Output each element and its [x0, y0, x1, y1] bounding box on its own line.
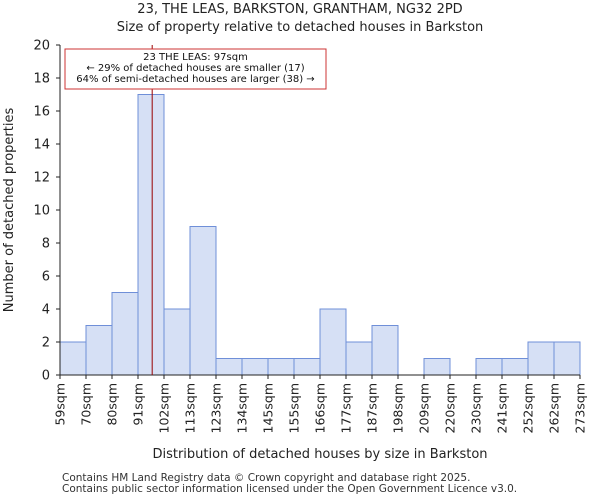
y-tick-label: 4: [42, 303, 50, 318]
x-tick-label: 91sqm: [131, 383, 146, 426]
bar-59sqm: [59, 341, 87, 376]
y-tick-label: 6: [42, 270, 50, 285]
x-tick-label: 59sqm: [53, 383, 68, 426]
y-tick-label: 16: [33, 105, 50, 120]
bar-102sqm: [163, 308, 191, 376]
bar-177sqm: [345, 341, 373, 376]
x-tick-label: 177sqm: [339, 383, 354, 433]
annotation-line-3: 64% of semi-detached houses are larger (…: [76, 74, 314, 85]
x-tick-label: 70sqm: [79, 383, 94, 426]
x-tick-label: 166sqm: [313, 383, 328, 433]
y-tick-label: 18: [33, 72, 50, 87]
y-axis-label: Number of detached properties: [2, 108, 17, 313]
bar-91sqm: [137, 94, 165, 376]
annotation-box: [64, 48, 327, 90]
bar-134sqm: [241, 358, 269, 376]
y-tick-label: 0: [42, 369, 50, 384]
x-tick-label: 145sqm: [261, 383, 276, 433]
y-tick-label: 14: [33, 138, 50, 153]
x-tick-label: 230sqm: [469, 383, 484, 433]
footer-licence: Contains public sector information licen…: [62, 483, 518, 495]
bar-155sqm: [293, 358, 321, 376]
x-tick-label: 113sqm: [183, 383, 198, 433]
x-tick-label: 155sqm: [287, 383, 302, 433]
bar-230sqm: [475, 358, 503, 376]
x-tick-label: 102sqm: [157, 383, 172, 433]
bar-241sqm: [501, 358, 529, 376]
x-tick-label: 80sqm: [105, 383, 120, 426]
bar-80sqm: [111, 292, 139, 376]
x-tick-label: 220sqm: [443, 383, 458, 433]
bar-262sqm: [553, 341, 581, 376]
bar-145sqm: [267, 358, 295, 376]
x-tick-label: 134sqm: [235, 383, 250, 433]
x-tick-label: 273sqm: [573, 383, 588, 433]
x-tick-label: 123sqm: [209, 383, 224, 433]
x-tick-label: 241sqm: [495, 383, 510, 433]
x-tick-label: 252sqm: [521, 383, 536, 433]
bar-70sqm: [85, 325, 113, 376]
chart-subtitle: Size of property relative to detached ho…: [116, 20, 484, 35]
x-axis-label: Distribution of detached houses by size …: [152, 447, 487, 462]
bar-209sqm: [423, 358, 451, 376]
y-tick-label: 2: [42, 336, 50, 351]
annotation-line-1: 23 THE LEAS: 97sqm: [143, 52, 248, 63]
bar-113sqm: [189, 226, 217, 376]
chart-title: 23, THE LEAS, BARKSTON, GRANTHAM, NG32 2…: [137, 2, 463, 17]
footer-copyright: Contains HM Land Registry data © Crown c…: [62, 472, 471, 484]
y-tick-label: 12: [33, 171, 50, 186]
bar-123sqm: [215, 358, 243, 376]
y-tick-label: 10: [33, 204, 50, 219]
bar-166sqm: [319, 308, 347, 376]
x-tick-label: 209sqm: [417, 383, 432, 433]
bar-187sqm: [371, 325, 399, 376]
x-tick-label: 198sqm: [391, 383, 406, 433]
y-tick-label: 20: [33, 39, 50, 54]
x-tick-label: 187sqm: [365, 383, 380, 433]
x-tick-label: 262sqm: [547, 383, 562, 433]
bar-252sqm: [527, 341, 555, 376]
y-tick-label: 8: [42, 237, 50, 252]
annotation-line-2: ← 29% of detached houses are smaller (17…: [86, 63, 304, 74]
